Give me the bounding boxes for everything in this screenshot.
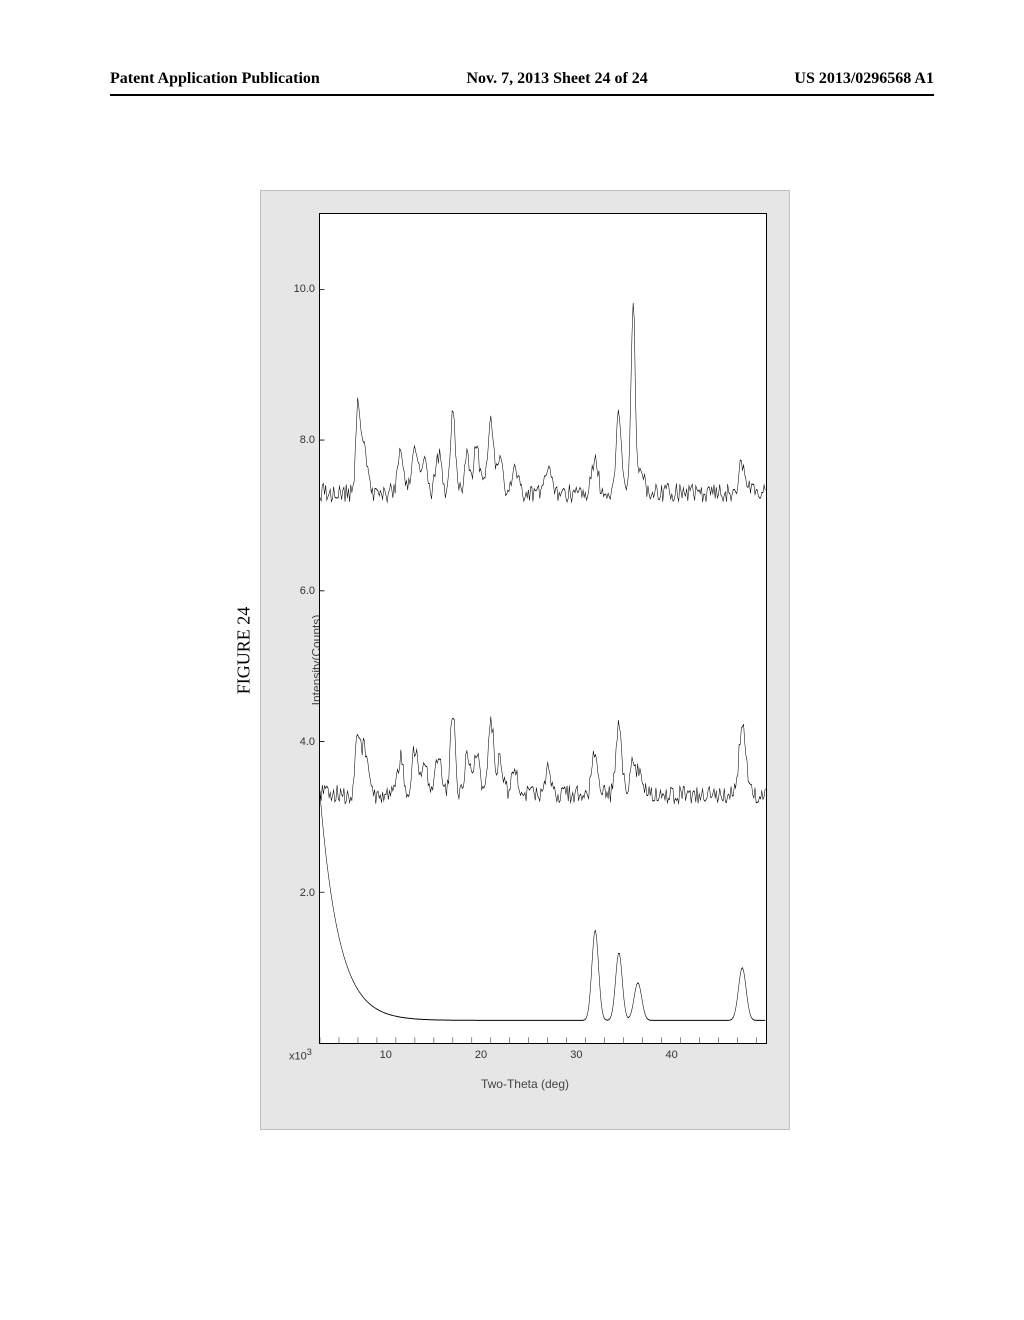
header-left: Patent Application Publication — [110, 70, 320, 88]
y-tick-label: 10.0 — [294, 283, 315, 295]
y-axis-multiplier: x103 — [289, 1047, 312, 1063]
xrd-plot-svg — [320, 214, 766, 1043]
x-tick-label: 20 — [475, 1049, 487, 1061]
header-rule — [110, 94, 934, 96]
figure-caption: FIGURE 24 — [233, 607, 254, 695]
y-tick-container: 2.0 4.0 6.0 8.0 10.0 — [261, 213, 319, 1044]
y-tick-label: 6.0 — [300, 585, 315, 597]
xrd-trace — [320, 303, 765, 502]
patent-page: Patent Application Publication Nov. 7, 2… — [0, 0, 1024, 1320]
xrd-plot-area — [319, 213, 767, 1044]
page-header: Patent Application Publication Nov. 7, 2… — [110, 70, 934, 88]
header-right: US 2013/0296568 A1 — [794, 70, 934, 88]
x-tick-label: 10 — [380, 1049, 392, 1061]
y-tick-label: 2.0 — [300, 887, 315, 899]
y-tick-label: 8.0 — [300, 434, 315, 446]
x-tick-label: 40 — [666, 1049, 678, 1061]
x-axis-label: Two-Theta (deg) — [261, 1077, 789, 1091]
xrd-figure-frame: Intensity(Counts) Two-Theta (deg) x103 2… — [260, 190, 790, 1130]
xrd-trace — [320, 794, 765, 1020]
header-center: Nov. 7, 2013 Sheet 24 of 24 — [466, 70, 647, 88]
xrd-trace — [320, 717, 765, 804]
y-tick-label: 4.0 — [300, 736, 315, 748]
x-tick-container: 10 20 30 40 — [319, 1049, 767, 1069]
x-tick-label: 30 — [570, 1049, 582, 1061]
